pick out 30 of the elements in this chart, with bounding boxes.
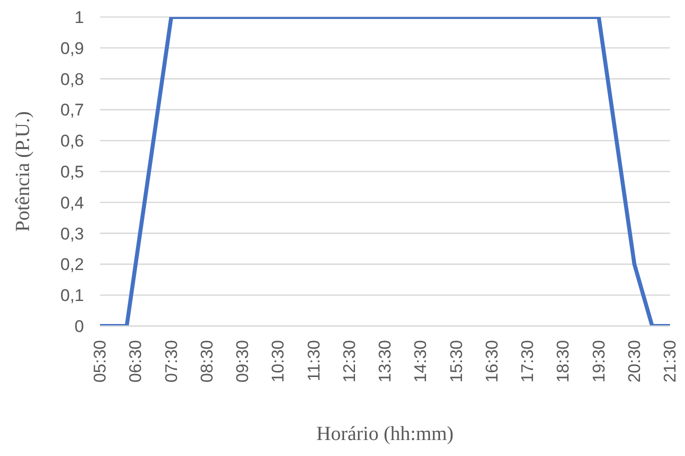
x-tick-label: 17:30 [518, 340, 537, 383]
y-tick-label: 0,4 [60, 193, 84, 212]
y-tick-label: 0 [74, 317, 84, 336]
x-tick-label: 15:30 [446, 340, 466, 383]
y-tick-label: 0,5 [60, 162, 84, 182]
x-tick-label: 08:30 [197, 340, 216, 383]
x-tick-label: 07:30 [162, 340, 181, 383]
x-tick-label: 11:30 [304, 340, 324, 382]
x-tick-label: 12:30 [340, 340, 359, 383]
y-tick-label: 0,1 [60, 286, 84, 306]
x-tick-label: 18:30 [554, 340, 573, 383]
y-tick-label: 0,7 [60, 100, 84, 120]
y-tick-label: 0,8 [60, 70, 84, 89]
x-tick-label: 19:30 [589, 340, 608, 383]
y-tick-label: 0,6 [60, 132, 84, 151]
y-tick-label: 0,3 [60, 224, 84, 244]
y-axis-title: Potência (P.U.) [12, 111, 34, 232]
x-tick-label: 13:30 [376, 340, 394, 383]
y-tick-label: 1 [74, 8, 84, 28]
x-tick-label: 06:30 [126, 340, 146, 383]
x-tick-label: 05:30 [90, 340, 110, 383]
x-tick-label: 21:30 [660, 340, 680, 383]
y-tick-label: 0,2 [60, 255, 84, 274]
y-tick-label: 0,9 [60, 38, 84, 58]
x-axis-title: Horário (hh:mm) [316, 423, 454, 446]
x-tick-label: 14:30 [411, 340, 430, 383]
x-tick-label: 10:30 [268, 340, 288, 383]
x-tick-label: 09:30 [233, 340, 252, 383]
x-tick-label: 16:30 [482, 340, 502, 383]
x-tick-label: 20:30 [624, 340, 644, 383]
